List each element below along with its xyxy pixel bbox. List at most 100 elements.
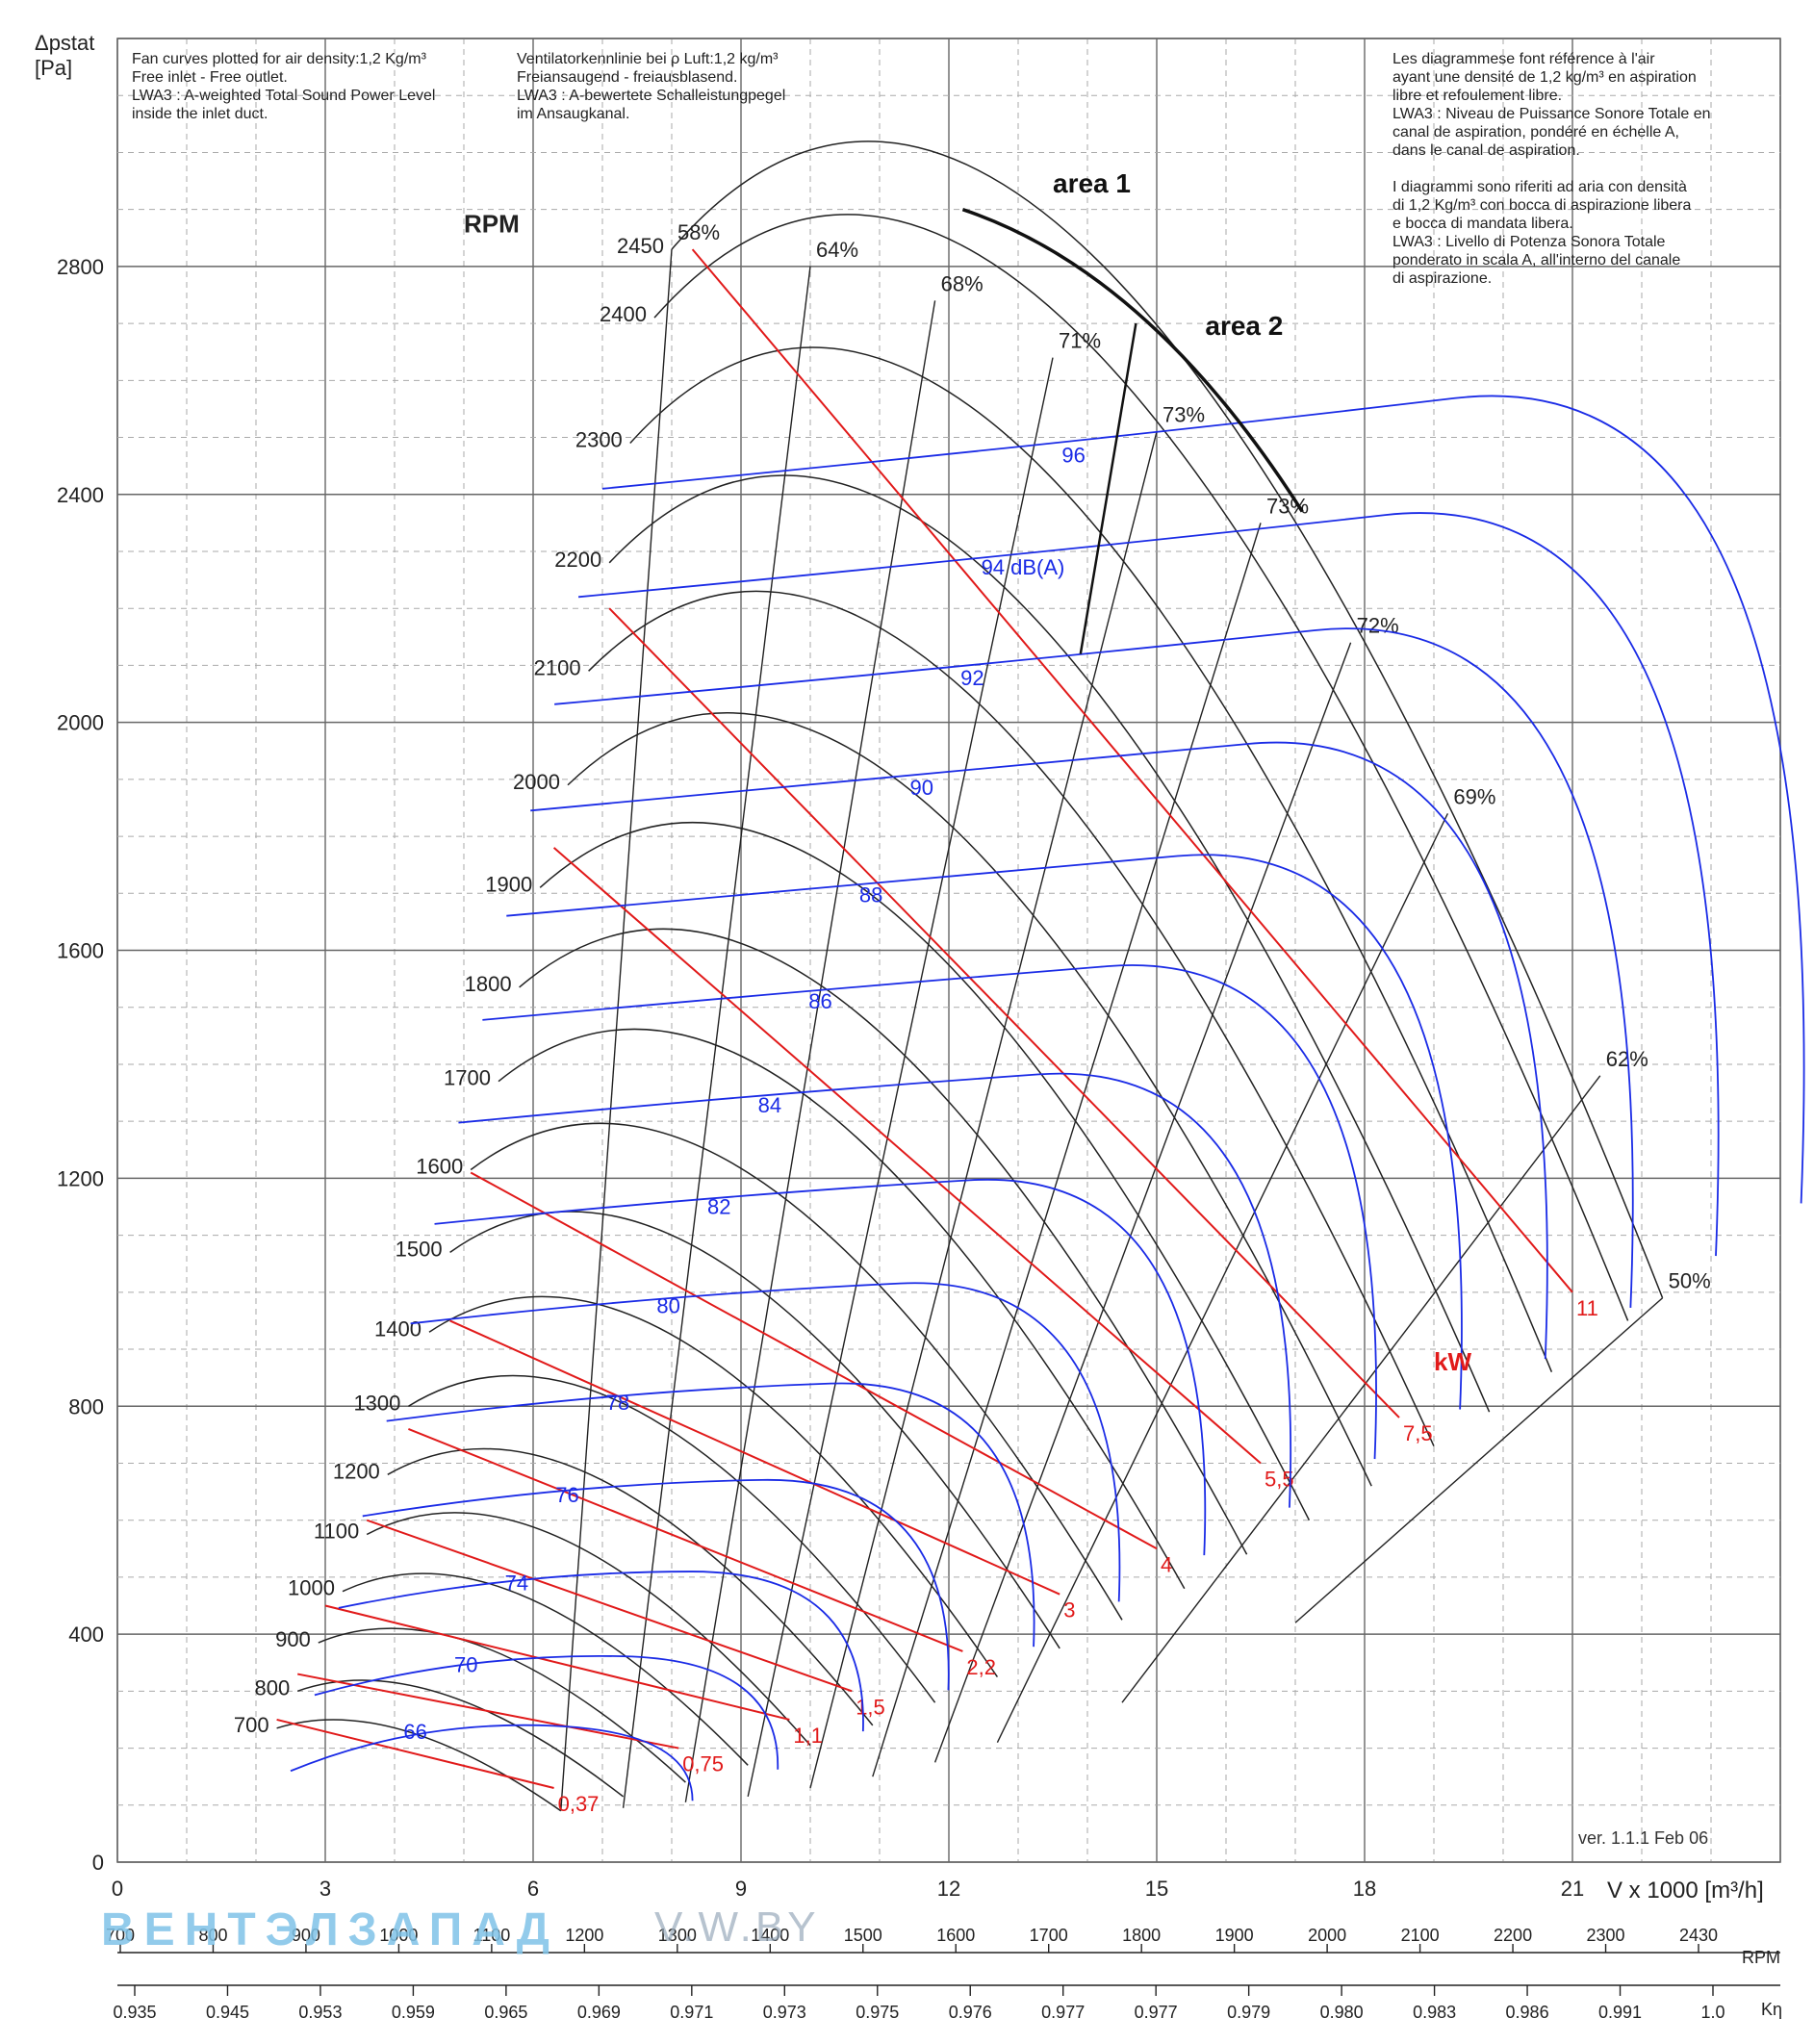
- power-lines: 0,37 0,75 1,1 1,5 2,2 3 4 5,5 7,5 11: [276, 248, 1598, 1816]
- rpm-scale-label: 1100: [473, 1926, 511, 1945]
- sound-curve: [482, 964, 1377, 1460]
- sound-label: 94 dB(A): [982, 555, 1065, 579]
- efficiency-label: 69%: [1453, 784, 1495, 808]
- power-line: [408, 1428, 963, 1652]
- rpm-scale-label: 2000: [1308, 1926, 1346, 1945]
- rpm-curve-label: 1700: [444, 1066, 491, 1090]
- rpm-curve: [588, 590, 1435, 1447]
- y-axis-label-line2: [Pa]: [35, 56, 72, 80]
- sound-curve: [314, 1654, 779, 1770]
- rpm-scale-label: 2200: [1494, 1926, 1532, 1945]
- rpm-scale-label: 2300: [1587, 1926, 1625, 1945]
- y-tick-label: 800: [68, 1394, 104, 1418]
- sound-label: 80: [656, 1294, 679, 1318]
- rpm-scale-label: 1600: [936, 1926, 975, 1945]
- rpm-curve: [671, 141, 1664, 1299]
- sound-curve: [554, 627, 1634, 1308]
- power-label: 2,2: [966, 1655, 996, 1679]
- rpm-curve: [408, 1374, 936, 1703]
- power-label: 0,75: [682, 1752, 724, 1776]
- power-line: [608, 607, 1400, 1418]
- rpm-curve: [387, 1447, 874, 1726]
- sound-label: 74: [505, 1571, 528, 1596]
- k-eta-label: 0.977: [1135, 2003, 1178, 2022]
- sound-curve: [386, 1382, 1035, 1648]
- sound-curve: [601, 395, 1805, 1204]
- rpm-curve: [428, 1295, 999, 1677]
- k-eta-label: 0.969: [577, 2003, 621, 2022]
- rpm-curve-label: 1300: [353, 1391, 400, 1415]
- rpm-scale-label: 1000: [379, 1926, 418, 1945]
- efficiency-line: [996, 813, 1449, 1743]
- sound-label: 70: [454, 1652, 477, 1676]
- y-tick-label: 2800: [57, 255, 104, 279]
- sound-label: 78: [606, 1391, 629, 1415]
- power-label: 11: [1576, 1296, 1598, 1320]
- sound-curve: [362, 1478, 950, 1691]
- sound-label: 88: [859, 883, 882, 907]
- k-eta-label: 0.935: [113, 2003, 156, 2022]
- rpm-curve: [342, 1572, 749, 1766]
- k-eta-label: 0.975: [856, 2003, 899, 2022]
- power-line: [276, 1718, 554, 1789]
- efficiency-line: [560, 249, 673, 1811]
- power-label: 5,5: [1265, 1467, 1294, 1491]
- efficiency-line: [747, 357, 1054, 1798]
- rpm-scale-label: 800: [198, 1926, 227, 1945]
- sound-label: 92: [960, 666, 984, 690]
- y-tick-label: 2000: [57, 711, 104, 735]
- rpm-curve: [449, 1211, 1060, 1649]
- sound-label: 76: [555, 1483, 578, 1507]
- efficiency-label: 64%: [816, 238, 858, 262]
- y-tick-label: 2400: [57, 483, 104, 507]
- rpm-scale-label: 900: [292, 1926, 320, 1945]
- x-tick-label: 18: [1353, 1877, 1376, 1901]
- k-eta-label: 0.991: [1598, 2003, 1642, 2022]
- sound-curve: [290, 1724, 694, 1801]
- bottom-scales: 700 800 900 1000 1100 1200 1300 1400 1500 1600 170…: [106, 1926, 1782, 2022]
- power-line: [366, 1519, 853, 1693]
- efficiency-label: 50%: [1669, 1269, 1711, 1293]
- watermark-site: V.W.BY: [654, 1903, 820, 1951]
- power-label: 1,1: [793, 1724, 823, 1748]
- rpm-curve-label: 1000: [288, 1576, 335, 1600]
- sound-label: 82: [707, 1195, 730, 1219]
- y-tick-label: 1200: [57, 1166, 104, 1190]
- x-tick-label: 9: [735, 1877, 747, 1901]
- rpm-scale-label: 1300: [658, 1926, 697, 1945]
- efficiency-lines: 58%64%68%71%73%73%72%69%62%50%: [560, 220, 1711, 1811]
- sound-curve: [530, 741, 1548, 1360]
- sound-curve: [434, 1178, 1207, 1556]
- rpm-curve-label: 1600: [416, 1154, 463, 1178]
- rpm-curve-label: 2000: [513, 770, 560, 794]
- rpm-curves: RPM 2450 2400 2300 2200 2100 2000 1900 1800 1700 1…: [234, 141, 1664, 1812]
- rpm-scale-label: 1900: [1215, 1926, 1254, 1945]
- rpm-curve: [498, 1028, 1186, 1590]
- y-axis-label: Δpstat [Pa]: [35, 31, 101, 80]
- rpm-curve: [539, 822, 1311, 1521]
- x-tick-label: 6: [527, 1877, 539, 1901]
- x-tick-label: 21: [1561, 1877, 1584, 1901]
- rpm-curve: [318, 1627, 686, 1783]
- k-eta-label: 0.973: [763, 2003, 806, 2022]
- sound-curve: [338, 1571, 864, 1732]
- sound-curve: [506, 854, 1463, 1410]
- rpm-scale-title: RPM: [1742, 1948, 1780, 1967]
- y-tick-label: 0: [92, 1851, 104, 1875]
- k-eta-label: 0.976: [949, 2003, 992, 2022]
- rpm-curve-label: 2200: [554, 548, 601, 572]
- k-eta-label: 0.959: [392, 2003, 435, 2022]
- rpm-curve: [567, 712, 1372, 1487]
- power-label: 3: [1063, 1598, 1075, 1622]
- efficiency-line: [1121, 1075, 1601, 1703]
- power-unit: kW: [1434, 1347, 1471, 1376]
- efficiency-line: [684, 300, 936, 1802]
- rpm-curve-label: 900: [275, 1627, 311, 1651]
- rpm-curve-label: 1100: [314, 1519, 359, 1543]
- y-axis-label-line1: Δpstat: [35, 31, 94, 55]
- grid: [116, 38, 1781, 1863]
- x-tick-label: 15: [1145, 1877, 1168, 1901]
- version-label: ver. 1.1.1 Feb 06: [1578, 1828, 1709, 1848]
- rpm-curve-label: 2450: [617, 234, 664, 258]
- power-label: 0,37: [558, 1792, 600, 1816]
